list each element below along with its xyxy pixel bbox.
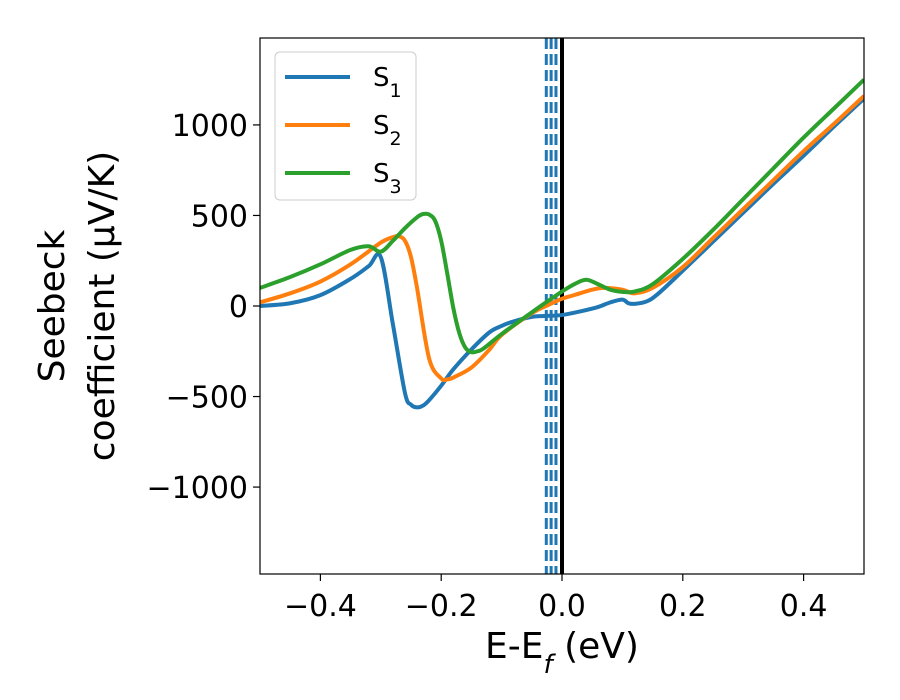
- x-tick-label: −0.2: [405, 589, 478, 624]
- x-axis-ticks: −0.4 −0.2 0.0 0.2 0.4: [284, 574, 827, 624]
- y-tick-label: 500: [191, 199, 248, 234]
- y-axis-title-line2: coefficient (μV/K): [82, 151, 123, 461]
- x-tick-label: 0.4: [780, 589, 828, 624]
- legend: S1 S2 S3: [274, 51, 417, 201]
- x-tick-label: 0.2: [659, 589, 707, 624]
- legend-label-s1: S1: [373, 63, 402, 102]
- x-tick-label: −0.4: [284, 589, 357, 624]
- y-axis-ticks: −1000 −500 0 500 1000: [147, 109, 260, 506]
- x-axis-title: E-Ef (eV): [485, 626, 639, 680]
- series-line-s3: [260, 78, 864, 355]
- x-tick-label: 0.0: [538, 589, 586, 624]
- y-tick-label: 0: [229, 290, 248, 325]
- legend-label-s3: S3: [373, 159, 402, 198]
- y-axis-title-line1: Seebeck: [32, 229, 73, 382]
- legend-label-s2: S2: [373, 111, 402, 150]
- y-tick-label: 1000: [172, 109, 248, 144]
- y-tick-label: −1000: [147, 471, 248, 506]
- y-tick-label: −500: [166, 381, 248, 416]
- series-lines: [260, 78, 864, 410]
- vertical-reference-lines: [544, 38, 564, 574]
